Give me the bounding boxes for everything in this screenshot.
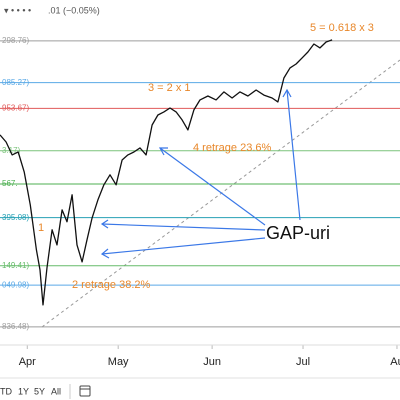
arrow-head	[100, 248, 110, 259]
x-tick-label: May	[108, 356, 129, 368]
arrow	[286, 89, 301, 221]
gap-label: GAP-uri	[266, 223, 330, 243]
price-line	[0, 39, 333, 306]
calendar-icon[interactable]	[79, 385, 91, 397]
header-bg	[0, 0, 120, 20]
arrow-head	[158, 147, 168, 156]
calendar-body	[79, 385, 91, 397]
annotation: 2 retrage 38.2%	[72, 279, 150, 291]
toolbar-button[interactable]: TD	[0, 386, 12, 396]
level-label: 149.41)	[2, 261, 29, 270]
level-label: 395.08)	[2, 213, 29, 222]
arrow	[101, 237, 266, 255]
level-label: 567.	[2, 179, 18, 188]
toolbar-button[interactable]: 1Y	[18, 386, 29, 396]
annotation: 5 = 0.618 x 3	[310, 22, 374, 34]
arrow	[159, 147, 266, 226]
annotation: 1	[38, 222, 44, 234]
trend-line	[41, 59, 400, 328]
level-label: 049.98)	[2, 280, 29, 289]
x-tick-label: Apr	[19, 356, 36, 368]
arrows	[100, 88, 301, 259]
annotation: 4 retrage 23.6%	[193, 142, 271, 154]
header-icons: ▾ • • • •	[4, 5, 31, 15]
arrow	[101, 223, 266, 231]
toolbar-button[interactable]: All	[51, 386, 61, 396]
level-label: 953.67)	[2, 104, 29, 113]
level-label: 3.17)	[2, 146, 21, 155]
level-label: 836.48)	[2, 322, 29, 331]
annotation: 3 = 2 x 1	[148, 82, 191, 94]
plot: 298.76) 085.27) 953.67) 3.17) 567. 395.08) 149…	[0, 36, 400, 368]
x-tick-label: Jul	[296, 356, 310, 368]
arrow-head	[100, 219, 109, 229]
header-change: .01 (−0.05%)	[48, 5, 100, 15]
arrow-head	[282, 88, 292, 98]
level-label: 298.76)	[2, 36, 29, 45]
toolbar-button[interactable]: 5Y	[34, 386, 45, 396]
x-tick-label: Au	[390, 356, 400, 368]
level-label: 085.27)	[2, 78, 29, 87]
x-tick-label: Jun	[203, 356, 221, 368]
